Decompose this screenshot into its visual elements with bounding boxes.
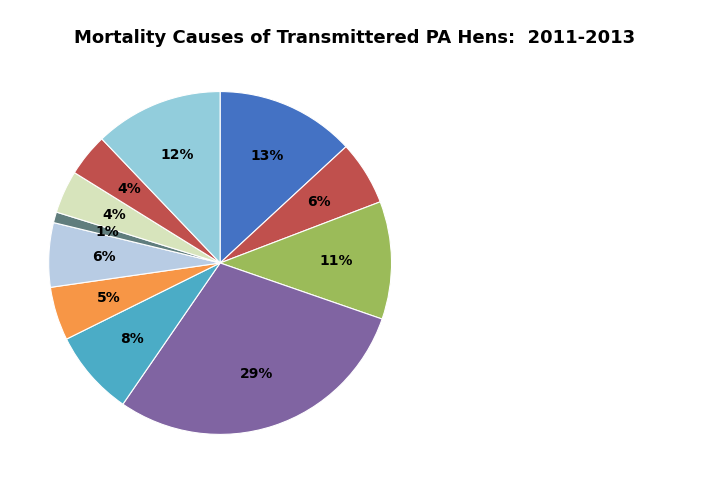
- Text: 5%: 5%: [97, 291, 121, 304]
- Wedge shape: [102, 92, 220, 263]
- Wedge shape: [123, 263, 382, 434]
- Text: 13%: 13%: [250, 149, 283, 163]
- Text: 4%: 4%: [118, 183, 141, 196]
- Text: 8%: 8%: [120, 332, 144, 346]
- Wedge shape: [220, 92, 346, 263]
- Text: 11%: 11%: [320, 254, 354, 268]
- Wedge shape: [75, 139, 220, 263]
- Text: 4%: 4%: [102, 207, 126, 222]
- Text: 12%: 12%: [160, 148, 194, 162]
- Wedge shape: [56, 172, 220, 263]
- Text: 6%: 6%: [307, 194, 331, 208]
- Wedge shape: [49, 223, 220, 287]
- Text: 29%: 29%: [240, 367, 273, 381]
- Wedge shape: [50, 263, 220, 339]
- Wedge shape: [220, 147, 381, 263]
- Legend: lost contact, unknown, avian predation, mammalian predation, unknown predation, : lost contact, unknown, avian predation, …: [432, 138, 618, 358]
- Text: Mortality Causes of Transmittered PA Hens:  2011-2013: Mortality Causes of Transmittered PA Hen…: [75, 29, 635, 47]
- Wedge shape: [220, 202, 391, 319]
- Wedge shape: [67, 263, 220, 404]
- Text: 6%: 6%: [92, 250, 116, 264]
- Text: 1%: 1%: [96, 225, 119, 239]
- Wedge shape: [53, 212, 220, 263]
